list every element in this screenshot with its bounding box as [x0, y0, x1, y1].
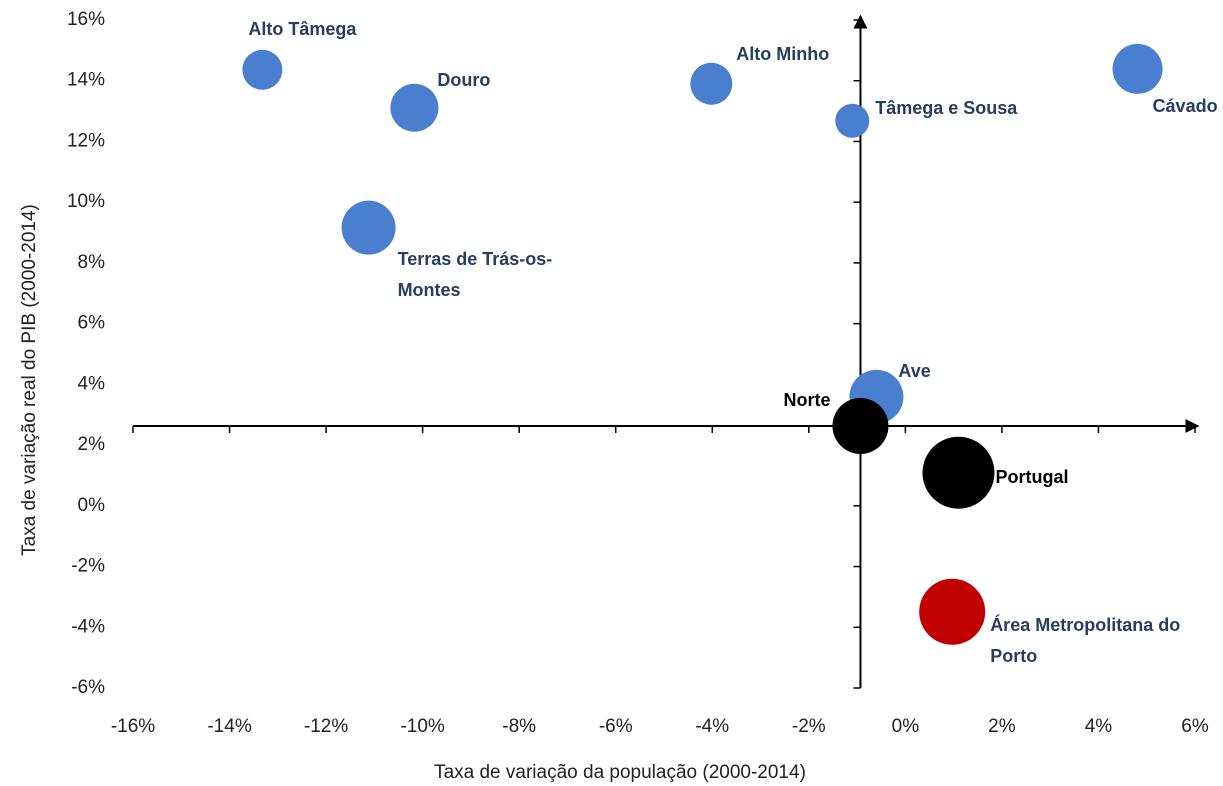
point-label: Alto Tâmega	[248, 19, 357, 40]
y-tick-label: -4%	[71, 616, 105, 637]
x-tick-label: -8%	[502, 716, 536, 737]
x-tick-label: 4%	[1085, 716, 1113, 737]
bubble	[1112, 43, 1163, 94]
bubble	[919, 578, 986, 645]
x-tick-label: 0%	[892, 716, 920, 737]
point-label: Ave	[898, 361, 931, 382]
x-tick-label: -14%	[207, 716, 251, 737]
bubble	[832, 397, 889, 454]
point-label: Alto Minho	[736, 44, 830, 65]
y-tick-label: 0%	[78, 495, 106, 516]
y-tick-label: 12%	[67, 130, 105, 151]
bubble	[390, 83, 439, 132]
point-label: Tâmega e Sousa	[875, 98, 1018, 119]
y-axis-title: Taxa de variação real do PIB (2000-2014)	[19, 204, 40, 556]
bubble	[341, 200, 396, 255]
y-tick-label: 8%	[78, 252, 106, 273]
y-tick-label: 14%	[67, 70, 105, 91]
bubble	[242, 49, 283, 90]
x-tick-label: 6%	[1181, 716, 1209, 737]
y-tick-label: -2%	[71, 556, 105, 577]
x-axis-title: Taxa de variação da população (2000-2014…	[434, 762, 806, 783]
point-label: Norte	[783, 390, 831, 411]
y-tick-label: 16%	[67, 9, 105, 30]
point-label: Terras de Trás-os-Montes	[397, 249, 553, 301]
bubble	[835, 103, 870, 138]
bubble	[690, 62, 733, 105]
x-tick-label: -2%	[792, 716, 826, 737]
point-label: Cávado	[1152, 96, 1218, 117]
x-tick-label: 2%	[988, 716, 1016, 737]
point-label: Área Metropolitana do Porto	[990, 615, 1181, 667]
x-tick-label: -16%	[111, 716, 155, 737]
y-tick-label: 4%	[78, 373, 106, 394]
y-tick-label: -6%	[71, 677, 105, 698]
bubble	[922, 436, 995, 509]
y-tick-label: 10%	[67, 191, 105, 212]
point-label: Portugal	[995, 467, 1069, 488]
x-tick-label: -4%	[695, 716, 729, 737]
y-tick-label: 6%	[78, 313, 106, 334]
x-tick-label: -6%	[599, 716, 633, 737]
point-label: Douro	[437, 70, 491, 91]
x-tick-label: -10%	[400, 716, 444, 737]
x-tick-label: -12%	[304, 716, 348, 737]
y-tick-label: 2%	[78, 434, 106, 455]
